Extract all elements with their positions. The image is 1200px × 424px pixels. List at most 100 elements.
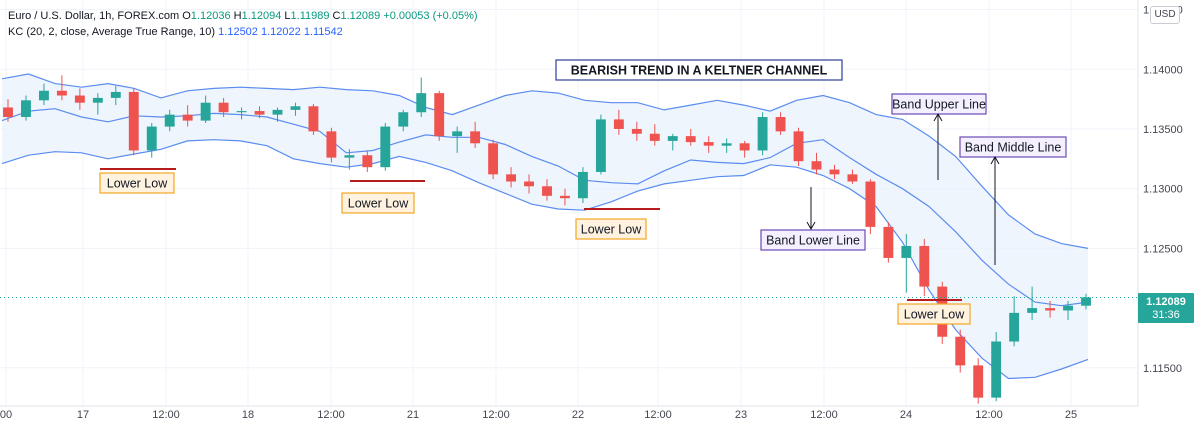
- candle-body: [1009, 312, 1020, 342]
- candle-body: [973, 365, 984, 398]
- candle-body: [254, 111, 265, 115]
- axes-group: [0, 0, 1139, 407]
- y-tick-label: 1.13500: [1143, 124, 1183, 136]
- candle: [506, 167, 517, 188]
- y-tick-label: 1.11500: [1143, 363, 1182, 375]
- arrow-head: [990, 155, 1000, 165]
- low-value: 1.11989: [290, 10, 330, 22]
- candles-group: [3, 75, 1091, 404]
- candle-body: [793, 131, 804, 162]
- candle: [164, 109, 175, 132]
- candle: [326, 127, 337, 163]
- candle-body: [883, 226, 894, 258]
- candle: [721, 138, 732, 153]
- candle-body: [667, 136, 678, 141]
- currency-button[interactable]: USD: [1150, 6, 1180, 24]
- candle-body: [757, 117, 768, 151]
- annotation-arrow: [990, 155, 1000, 265]
- candle-body: [434, 93, 445, 137]
- candle: [416, 77, 427, 118]
- candle: [901, 234, 912, 293]
- candle-body: [326, 131, 337, 158]
- candle-body: [470, 131, 481, 144]
- candle-body: [38, 90, 49, 101]
- candle-body: [164, 114, 175, 127]
- candle-body: [847, 174, 858, 182]
- annotation-text: Lower Low: [107, 177, 168, 191]
- candle: [703, 136, 714, 153]
- y-tick-label: 1.13000: [1143, 184, 1183, 196]
- annotation-box: [760, 229, 866, 251]
- x-tick-label: 12:00: [152, 409, 180, 421]
- y-tick-label: 1.12500: [1143, 243, 1183, 255]
- candle: [3, 99, 13, 122]
- candle-body: [92, 97, 103, 103]
- chart-title-box: BEARISH TREND IN A KELTNER CHANNEL: [555, 59, 843, 81]
- candle: [847, 169, 858, 184]
- candle-body: [542, 186, 552, 196]
- candle-body: [721, 143, 732, 146]
- candle-body: [110, 91, 121, 98]
- band-label-box: Band Lower Line: [760, 229, 866, 251]
- candle-body: [1081, 297, 1091, 306]
- candle-body: [919, 245, 930, 287]
- kc-lower-value: 1.11542: [303, 26, 343, 38]
- legend-row-indicator: KC (20, 2, close, Average True Range, 10…: [8, 24, 478, 40]
- candle-body: [128, 91, 139, 151]
- candle-body: [1063, 305, 1073, 311]
- candle-body: [649, 133, 660, 141]
- candle: [254, 106, 265, 119]
- candle: [128, 88, 139, 156]
- kc-middle-value: 1.12022: [260, 26, 301, 38]
- annotation-arrow: [933, 112, 943, 180]
- annotation-text: Lower Low: [581, 223, 642, 237]
- candle: [649, 124, 660, 146]
- kc-upper-value: 1.12502: [218, 26, 258, 38]
- candle-body: [775, 117, 786, 132]
- close-label: C: [332, 10, 341, 22]
- price-tag: 1.12089 31:36: [1138, 293, 1194, 323]
- annotation-box: [341, 192, 415, 214]
- x-tick-label: 12:00: [810, 409, 838, 421]
- x-tick-label: 12:00: [644, 409, 672, 421]
- candle-body: [829, 169, 840, 175]
- candle-body: [703, 142, 714, 146]
- candle-body: [685, 136, 696, 143]
- annotation-arrow: [806, 187, 816, 231]
- candle: [236, 107, 247, 120]
- candle: [110, 85, 121, 106]
- lower-low-label-box: Lower Low: [575, 218, 647, 240]
- candle: [146, 122, 157, 158]
- x-tick-label: 25: [1065, 409, 1077, 421]
- candle: [452, 126, 463, 153]
- candle: [775, 112, 786, 135]
- annotation-text: Band Upper Line: [892, 98, 986, 112]
- candle: [883, 222, 894, 263]
- candle-body: [290, 106, 301, 110]
- candle: [524, 174, 534, 194]
- annotations-group: BEARISH TREND IN A KELTNER CHANNEL Lower …: [99, 59, 1067, 325]
- candle: [200, 95, 211, 123]
- annotation-box: [959, 136, 1067, 158]
- candle-body: [631, 128, 642, 134]
- annotation-box: [555, 59, 843, 81]
- candle: [955, 329, 966, 373]
- candle: [739, 140, 750, 158]
- x-tick-label: 12:00: [482, 409, 510, 421]
- x-tick-label: 00: [0, 409, 12, 421]
- candle-body: [272, 109, 283, 115]
- close-value: 1.12089: [340, 10, 381, 22]
- candle-body: [200, 102, 211, 121]
- candle-body: [146, 126, 157, 151]
- candle: [380, 122, 391, 171]
- open-label: O: [182, 10, 191, 22]
- candle: [613, 109, 624, 135]
- candle: [973, 358, 984, 404]
- candle: [793, 127, 804, 166]
- keltner-upper-line: [1, 73, 1089, 249]
- x-tick-label: 22: [572, 409, 584, 421]
- candle-body: [506, 174, 517, 182]
- candle: [542, 179, 552, 201]
- candle-body: [74, 95, 85, 103]
